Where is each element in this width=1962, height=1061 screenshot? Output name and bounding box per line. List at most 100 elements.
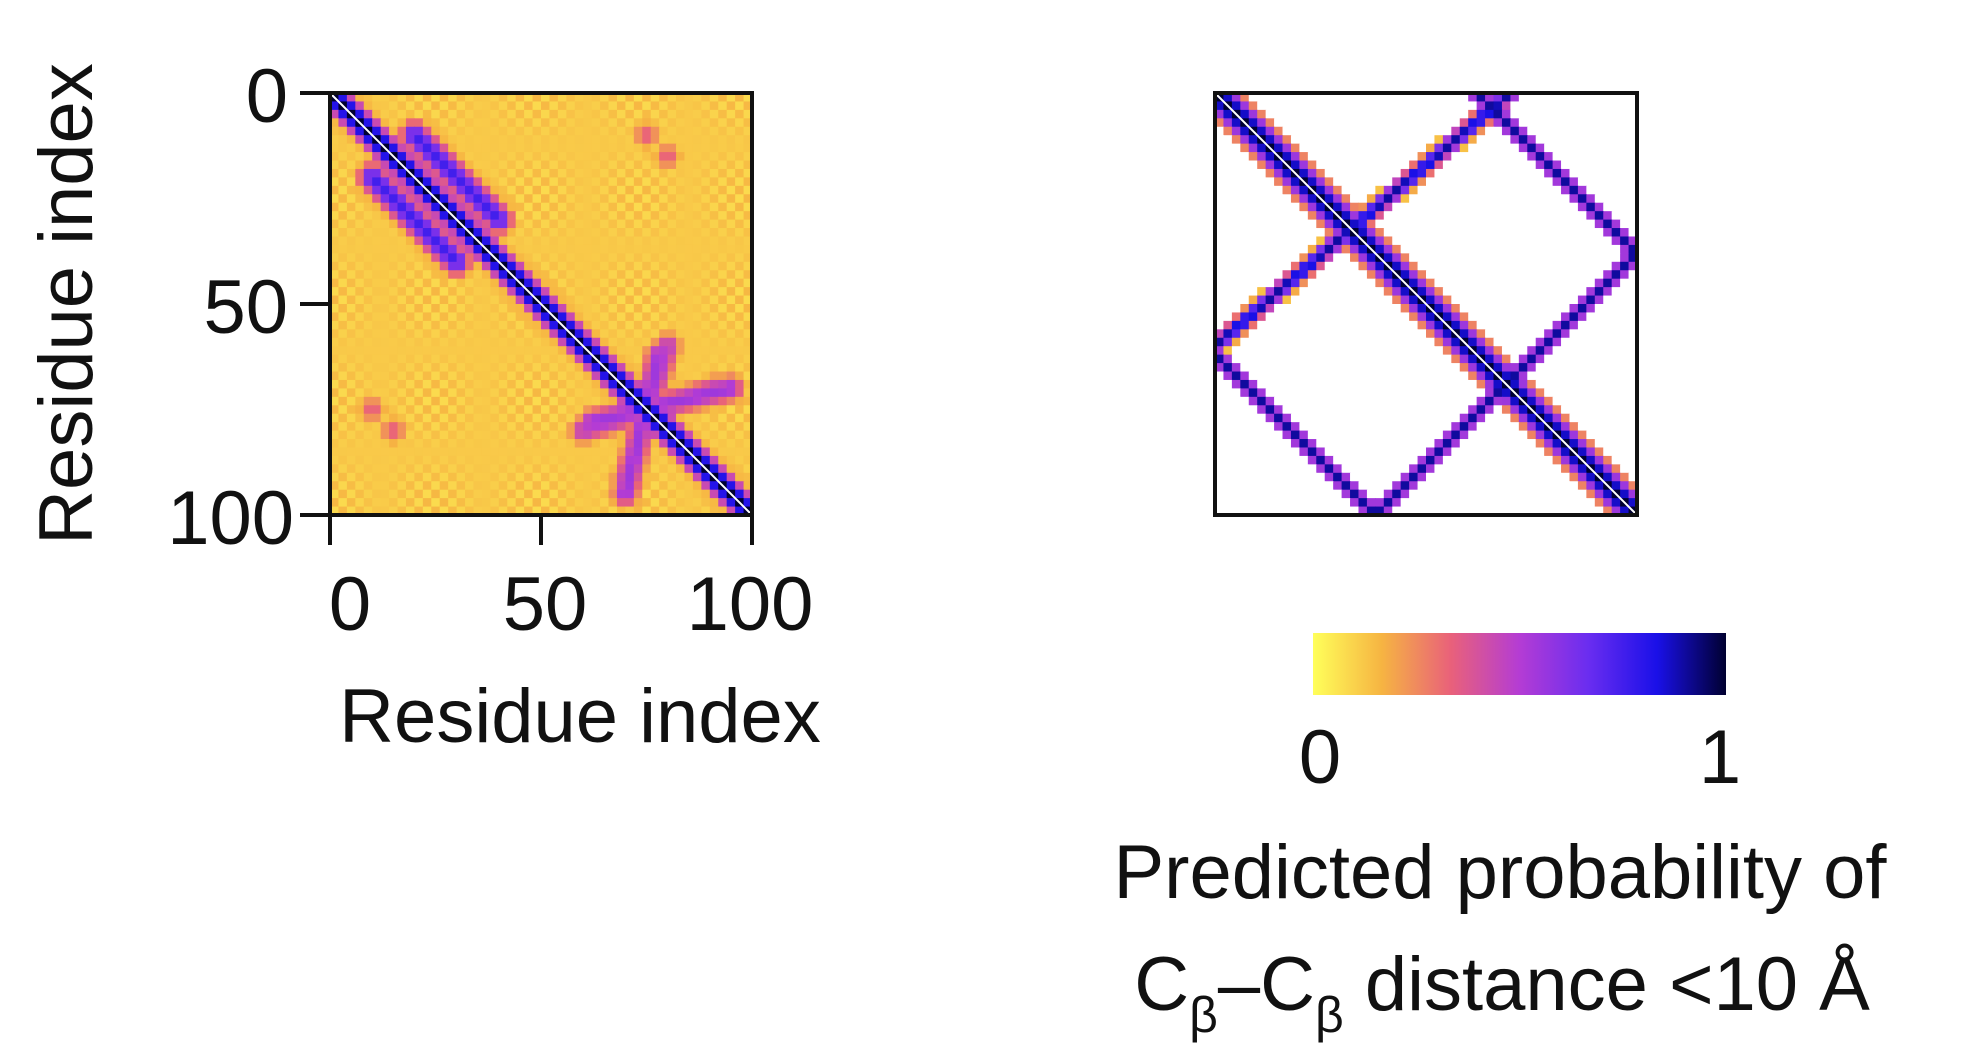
- heatmap-cell: [533, 456, 542, 465]
- heatmap-cell: [1350, 338, 1359, 347]
- heatmap-cell: [1232, 220, 1241, 229]
- heatmap-cell: [423, 262, 432, 271]
- heatmap-cell: [609, 380, 618, 389]
- heatmap-cell: [431, 388, 440, 397]
- heatmap-cell: [1494, 194, 1503, 203]
- heatmap-cell: [440, 447, 449, 456]
- heatmap-cell: [1510, 312, 1519, 321]
- heatmap-cell: [718, 253, 727, 262]
- heatmap-cell: [727, 279, 736, 288]
- heatmap-cell: [642, 321, 651, 330]
- heatmap-cell: [651, 304, 660, 313]
- heatmap-cell: [1536, 152, 1545, 161]
- heatmap-cell: [507, 329, 516, 338]
- heatmap-cell: [389, 186, 398, 195]
- heatmap-cell: [1342, 194, 1351, 203]
- heatmap-cell: [1477, 144, 1486, 153]
- heatmap-cell: [1392, 481, 1401, 490]
- heatmap-cell: [1299, 194, 1308, 203]
- heatmap-cell: [1477, 279, 1486, 288]
- heatmap-cell: [1578, 464, 1587, 473]
- heatmap-cell: [1333, 220, 1342, 229]
- heatmap-cell: [1578, 127, 1587, 136]
- heatmap-cell: [1257, 490, 1266, 499]
- heatmap-cell: [1384, 490, 1393, 499]
- heatmap-cell: [1291, 211, 1300, 220]
- heatmap-cell: [1257, 431, 1266, 440]
- heatmap-cell: [592, 405, 601, 414]
- heatmap-cell: [431, 220, 440, 229]
- heatmap-cell: [389, 194, 398, 203]
- heatmap-cell: [1316, 304, 1325, 313]
- heatmap-cell: [431, 118, 440, 127]
- heatmap-cell: [575, 312, 584, 321]
- heatmap-cell: [1257, 127, 1266, 136]
- heatmap-cell: [1401, 431, 1410, 440]
- heatmap-cell: [575, 203, 584, 212]
- heatmap-cell: [347, 355, 356, 364]
- heatmap-cell: [372, 203, 381, 212]
- heatmap-cell: [735, 363, 744, 372]
- heatmap-cell: [558, 388, 567, 397]
- heatmap-cell: [381, 464, 390, 473]
- heatmap-cell: [482, 228, 491, 237]
- heatmap-cell: [1510, 439, 1519, 448]
- heatmap-cell: [1426, 220, 1435, 229]
- heatmap-cell: [1553, 279, 1562, 288]
- heatmap-cell: [1249, 186, 1258, 195]
- heatmap-cell: [1485, 287, 1494, 296]
- heatmap-cell: [1392, 194, 1401, 203]
- heatmap-cell: [659, 329, 668, 338]
- heatmap-cell: [1603, 220, 1612, 229]
- heatmap-cell: [1561, 296, 1570, 305]
- heatmap-cell: [701, 397, 710, 406]
- heatmap-cell: [1460, 236, 1469, 245]
- heatmap-cell: [1569, 304, 1578, 313]
- heatmap-cell: [440, 220, 449, 229]
- heatmap-cell: [389, 329, 398, 338]
- heatmap-cell: [1451, 355, 1460, 364]
- heatmap-cell: [1561, 338, 1570, 347]
- heatmap-cell: [701, 270, 710, 279]
- heatmap-cell: [566, 431, 575, 440]
- heatmap-cell: [1350, 414, 1359, 423]
- heatmap-cell: [609, 186, 618, 195]
- heatmap-cell: [1257, 118, 1266, 127]
- heatmap-cell: [1544, 456, 1553, 465]
- heatmap-cell: [659, 346, 668, 355]
- heatmap-cell: [1569, 110, 1578, 119]
- heatmap-cell: [398, 456, 407, 465]
- heatmap-cell: [1553, 363, 1562, 372]
- heatmap-cell: [1460, 372, 1469, 381]
- heatmap-cell: [1612, 127, 1621, 136]
- heatmap-cell: [1434, 372, 1443, 381]
- heatmap-cell: [347, 473, 356, 482]
- heatmap-cell: [524, 338, 533, 347]
- heatmap-cell: [600, 304, 609, 313]
- heatmap-cell: [355, 110, 364, 119]
- heatmap-cell: [1249, 338, 1258, 347]
- heatmap-cell: [1401, 414, 1410, 423]
- heatmap-cell: [1527, 490, 1536, 499]
- heatmap-cell: [1434, 363, 1443, 372]
- heatmap-cell: [440, 161, 449, 170]
- heatmap-cell: [718, 262, 727, 271]
- heatmap-cell: [499, 245, 508, 254]
- heatmap-cell: [1477, 312, 1486, 321]
- heatmap-cell: [617, 186, 626, 195]
- heatmap-cell: [533, 338, 542, 347]
- heatmap-cell: [609, 312, 618, 321]
- heatmap-cell: [1510, 380, 1519, 389]
- heatmap-cell: [1561, 161, 1570, 170]
- heatmap-cell: [1350, 363, 1359, 372]
- heatmap-cell: [1350, 321, 1359, 330]
- heatmap-cell: [1257, 169, 1266, 178]
- heatmap-cell: [1283, 236, 1292, 245]
- heatmap-cell: [1384, 304, 1393, 313]
- heatmap-cell: [1392, 431, 1401, 440]
- heatmap-cell: [676, 321, 685, 330]
- heatmap-cell: [1232, 397, 1241, 406]
- heatmap-cell: [1595, 397, 1604, 406]
- heatmap-cell: [1358, 498, 1367, 507]
- heatmap-cell: [1367, 498, 1376, 507]
